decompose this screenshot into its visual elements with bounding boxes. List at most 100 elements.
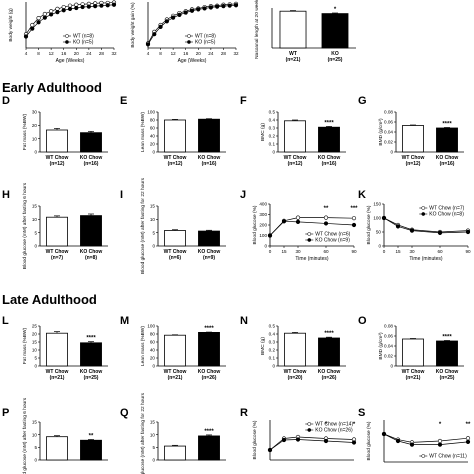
category-label: (n=21) — [406, 375, 421, 381]
bar-wt — [46, 129, 68, 153]
legend-entry: KO Chow (n=8) — [429, 212, 464, 218]
data-point — [351, 440, 357, 445]
data-point — [36, 20, 41, 25]
category-label: (n=12) — [406, 161, 421, 167]
x-tick-label: 8 — [159, 51, 162, 56]
data-point — [323, 438, 329, 444]
x-axis-label: Age (Weeks) — [178, 58, 207, 64]
panel-label: J — [240, 189, 246, 201]
y-tick-label: 15 — [32, 420, 38, 425]
significance-marker: * — [334, 7, 337, 13]
significance-marker: ** — [324, 206, 329, 212]
y-tick-label: 0.4 — [269, 332, 276, 337]
y-tick-label: 100 — [147, 110, 155, 115]
category-label: (n=25) — [440, 375, 455, 381]
x-tick-label: 16 — [183, 51, 189, 56]
panel-label: I — [120, 189, 123, 201]
category-label: WT Chow — [164, 369, 187, 375]
y-tick-label: 0.04 — [384, 344, 393, 349]
y-tick-label: 40 — [150, 134, 156, 139]
bar-ko — [318, 337, 340, 367]
data-point — [215, 4, 220, 9]
x-tick-label: 20 — [74, 51, 80, 56]
y-tick-label: 5 — [152, 230, 155, 235]
data-point — [93, 4, 98, 9]
data-point — [183, 10, 188, 15]
y-axis-label: Blood glucose (mM) after fasting for 22 … — [140, 177, 146, 274]
y-axis-label: Lean mass (%BW) — [140, 112, 146, 152]
y-axis-label: BMD (g/cm²) — [378, 118, 384, 146]
legend-entry: KO Chow (n=9) — [315, 238, 350, 244]
legend-marker — [421, 454, 426, 458]
section-title-late: Late Adulthood — [2, 292, 97, 307]
y-axis-label: Body weight (g) — [8, 8, 14, 42]
legend-marker — [421, 212, 426, 216]
legend-entry: WT Chow (n=7) — [429, 206, 464, 212]
x-tick-label: 32 — [233, 51, 239, 56]
section-title-early: Early Adulthood — [2, 80, 102, 95]
data-point — [395, 438, 401, 444]
bar-wt — [284, 120, 306, 153]
x-tick-label: 24 — [86, 51, 92, 56]
x-tick-label: 4 — [147, 51, 150, 56]
significance-marker: ** — [466, 422, 471, 428]
category-label: (n=12) — [50, 161, 65, 167]
y-tick-label: 5 — [34, 230, 37, 235]
y-tick-label: 5 — [152, 445, 155, 450]
category-label: KO Chow — [80, 155, 103, 161]
panel-label: G — [358, 95, 367, 107]
y-tick-label: 80 — [150, 332, 156, 337]
panel-label: L — [2, 315, 9, 327]
y-tick-label: 80 — [150, 118, 156, 123]
y-tick-label: 200 — [259, 223, 267, 228]
y-tick-label: 0 — [390, 364, 393, 369]
data-point — [67, 6, 73, 11]
panel-r: R Blood glucose (%) * *WT Chow (n=14)KO Cho… — [240, 407, 357, 461]
x-tick-label: 16 — [61, 51, 67, 56]
y-axis-label: Blood glucose (mM) after fasting 6 hours — [22, 397, 28, 474]
category-label: KO Chow — [436, 155, 459, 161]
panel-label: S — [358, 407, 365, 419]
bar-ko — [318, 126, 340, 153]
legend-entry: WT Chow (n=14) — [315, 422, 353, 428]
x-tick-label: 90 — [465, 249, 471, 254]
data-point — [295, 219, 301, 224]
bar-wt — [164, 334, 186, 367]
category-label: (n=7) — [51, 255, 63, 261]
data-point — [189, 8, 195, 13]
category-label: (n=6) — [169, 255, 181, 261]
x-tick-label: 90 — [351, 249, 357, 254]
legend-entry: WT (n=8) — [73, 34, 94, 40]
panel-label: P — [2, 407, 9, 419]
x-tick-label: 30 — [409, 249, 415, 254]
y-tick-label: 10 — [32, 348, 38, 353]
category-label: (n=25) — [84, 375, 99, 381]
x-tick-label: 12 — [49, 51, 55, 56]
data-point — [267, 447, 273, 453]
data-point — [111, 2, 117, 7]
data-point — [61, 8, 66, 13]
y-tick-label: 0 — [34, 364, 37, 369]
x-tick-label: 8 — [37, 51, 40, 56]
y-tick-label: 100 — [259, 233, 267, 238]
y-tick-label: 0.02 — [384, 354, 393, 359]
bar-wt — [284, 332, 306, 367]
data-point — [36, 16, 41, 21]
panel-top-c: Nasoanal length at 20 weeks WT(n=21) * KO(n… — [254, 0, 356, 63]
y-tick-label: 0.2 — [269, 348, 276, 353]
bar-ko — [198, 230, 220, 247]
data-point — [281, 437, 287, 443]
legend-marker — [65, 40, 69, 44]
category-label: (n=26) — [202, 375, 217, 381]
bar-ko — [198, 435, 220, 461]
y-tick-label: 5 — [34, 356, 37, 361]
y-tick-label: 60 — [150, 340, 156, 345]
data-point — [351, 216, 357, 221]
y-tick-label: 10 — [32, 432, 38, 437]
data-point — [281, 219, 287, 224]
category-label: WT Chow — [284, 155, 307, 161]
y-tick-label: 0 — [152, 244, 155, 249]
